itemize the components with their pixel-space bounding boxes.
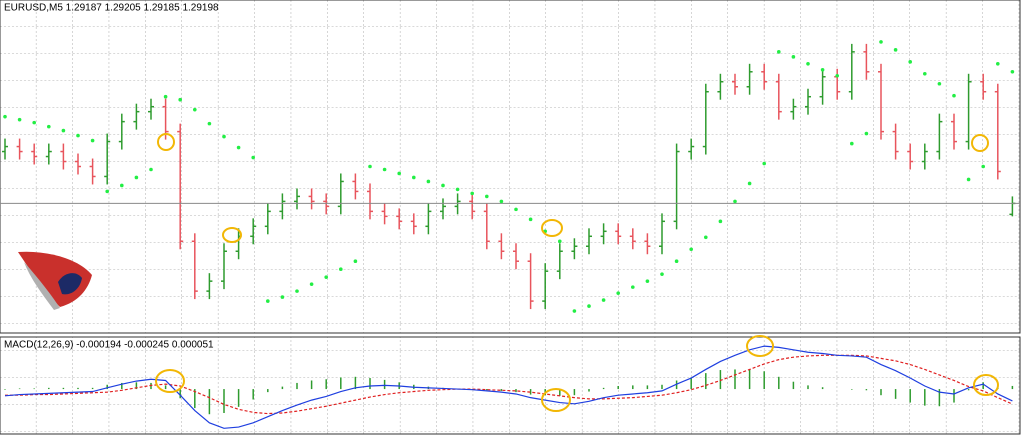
sar-dot <box>470 191 475 196</box>
sar-dot <box>601 298 606 302</box>
sar-dot <box>426 179 431 184</box>
signal-line <box>5 354 1013 415</box>
sar-dot <box>704 235 708 240</box>
sar-dot <box>178 97 182 102</box>
sar-dot <box>134 175 139 180</box>
sar-dot <box>893 48 898 52</box>
sar-dot <box>820 67 825 72</box>
sar-dot <box>674 259 679 264</box>
sar-dot <box>368 164 372 169</box>
sar-dot <box>3 114 7 119</box>
sar-dot <box>558 239 562 244</box>
sar-dot <box>441 183 445 188</box>
sar-dot <box>850 141 854 146</box>
sar-dot <box>455 187 460 192</box>
sar-dot <box>266 299 270 303</box>
sar-dot <box>733 199 737 204</box>
price-panel <box>0 0 1021 334</box>
sar-dot <box>937 81 942 86</box>
sar-dot <box>295 289 299 293</box>
sar-dot <box>777 50 781 54</box>
sar-dot <box>90 138 95 143</box>
sar-dot <box>499 199 504 204</box>
sar-dot <box>923 71 927 76</box>
sar-dot <box>105 189 109 194</box>
macd-line <box>4 345 1013 429</box>
sar-dot <box>193 107 197 112</box>
sar-dot <box>660 272 664 276</box>
sar-dot <box>382 167 387 172</box>
sar-dot <box>747 181 752 186</box>
sar-dot <box>485 194 489 199</box>
sar-dot <box>631 285 635 289</box>
sar-dot <box>280 295 285 299</box>
sar-dot <box>572 309 577 313</box>
sar-dot <box>61 128 66 133</box>
sar-dot <box>47 124 51 129</box>
sar-dot <box>528 217 533 222</box>
sar-dot <box>353 259 358 264</box>
sar-dot <box>966 177 971 182</box>
sar-dot <box>981 164 985 169</box>
sar-dot <box>879 40 883 44</box>
sar-dot <box>587 304 591 308</box>
sar-dot <box>791 55 796 59</box>
sar-dot <box>514 207 518 212</box>
sar-dot <box>17 117 22 122</box>
sar-dot <box>616 291 620 295</box>
sar-dot <box>339 267 343 271</box>
sar-dot <box>718 219 723 224</box>
sar-dot <box>120 183 124 188</box>
price-title: EURUSD,M5 1.29187 1.29205 1.29185 1.2919… <box>4 2 219 13</box>
sar-dot <box>309 282 314 286</box>
sar-dot <box>952 93 956 98</box>
sar-dot <box>251 155 255 160</box>
sar-dot <box>864 131 869 136</box>
sar-dot <box>806 62 810 66</box>
sar-dot <box>76 133 80 138</box>
sar-dot <box>32 120 36 125</box>
macd-title: MACD(12,26,9) -0.000194 -0.000245 0.0000… <box>4 339 214 350</box>
sar-dot <box>996 62 1000 66</box>
sar-dot <box>397 171 402 176</box>
sar-dot <box>236 145 241 150</box>
sar-dot <box>689 247 693 252</box>
highlight-circles <box>155 133 999 412</box>
sar-dot <box>1010 69 1015 74</box>
sar-dot <box>324 275 329 279</box>
sar-dot <box>412 175 416 180</box>
marks <box>0 40 1020 429</box>
sar-dot <box>762 161 766 166</box>
sar-dot <box>908 60 912 64</box>
sar-dot <box>207 121 212 126</box>
sar-dot <box>835 73 839 78</box>
logo <box>18 251 92 310</box>
sar-dot <box>222 134 226 139</box>
sar-dot <box>149 167 153 172</box>
sar-dot <box>163 94 168 99</box>
sar-dot <box>645 279 650 283</box>
macd-panel <box>0 336 1021 435</box>
